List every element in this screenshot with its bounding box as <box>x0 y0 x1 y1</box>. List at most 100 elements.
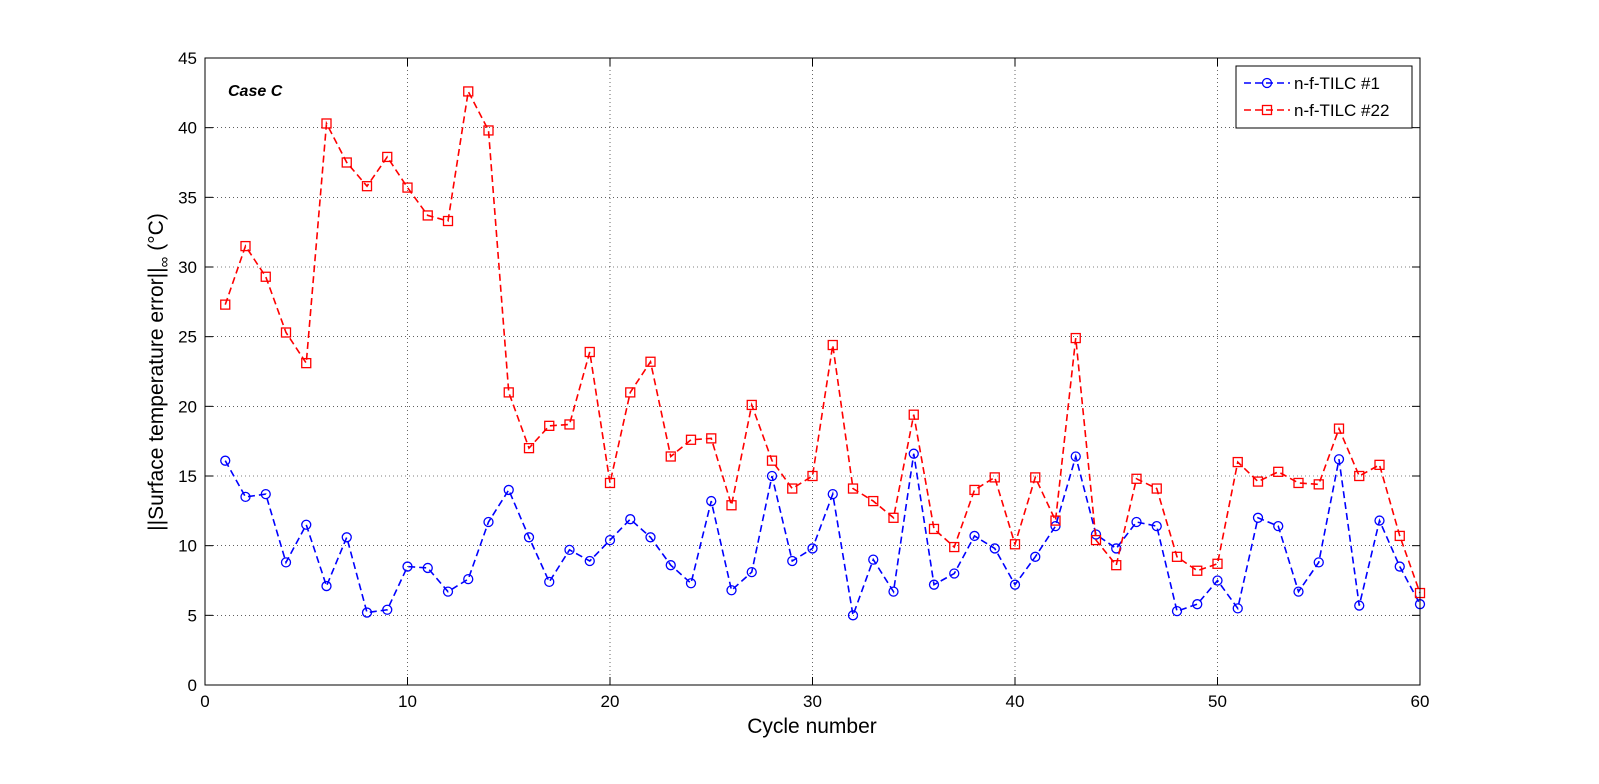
data-point <box>544 420 555 431</box>
data-point <box>483 125 494 136</box>
y-tick-label: 45 <box>178 49 197 68</box>
data-point <box>523 532 535 543</box>
data-point <box>220 455 231 466</box>
data-point <box>888 586 899 597</box>
legend-box <box>1235 65 1413 129</box>
data-point <box>645 532 656 543</box>
data-point <box>969 530 980 542</box>
data-point <box>1070 332 1081 344</box>
data-point <box>685 578 697 589</box>
data-point <box>706 433 717 444</box>
data-point <box>969 484 980 496</box>
data-point <box>989 472 1000 483</box>
data-point <box>1111 560 1122 571</box>
data-point <box>807 470 818 482</box>
x-tick-label: 60 <box>1411 692 1430 711</box>
data-point <box>908 448 919 459</box>
data-point <box>280 557 292 568</box>
data-point <box>1070 451 1081 462</box>
data-point <box>827 339 838 351</box>
legend: n-f-TILC #1 n-f-TILC #22 <box>1235 65 1413 129</box>
data-point <box>625 387 636 398</box>
data-point <box>928 579 940 590</box>
data-point <box>1252 512 1264 523</box>
data-point <box>746 399 757 411</box>
data-point <box>442 215 454 227</box>
data-point <box>1030 551 1041 562</box>
data-point <box>503 484 514 496</box>
y-tick-label: 30 <box>178 258 197 277</box>
data-point <box>1090 534 1102 546</box>
data-point <box>361 181 373 192</box>
data-point <box>1192 599 1203 610</box>
data-point <box>949 541 960 553</box>
data-point <box>503 387 514 398</box>
data-point <box>1009 579 1021 590</box>
annotation-case: Case C <box>228 83 283 100</box>
data-point <box>240 491 251 503</box>
data-point <box>685 434 697 445</box>
data-point <box>1212 558 1223 569</box>
data-point <box>1313 479 1324 490</box>
data-point <box>827 488 838 500</box>
data-point <box>1212 575 1223 586</box>
data-point <box>1131 473 1142 484</box>
data-point <box>1192 565 1203 576</box>
data-point <box>645 356 656 367</box>
data-point <box>422 210 433 221</box>
data-point <box>787 555 798 567</box>
data-point <box>1333 454 1345 465</box>
legend-label-series-1: n-f-TILC #1 <box>1294 74 1380 93</box>
data-point <box>868 554 879 565</box>
y-axis-label-main: ||Surface temperature error|| <box>145 267 168 530</box>
data-point <box>726 585 737 596</box>
axis-ticks: 0 10 20 30 40 50 60 0 5 10 15 20 25 30 35 40 45 <box>178 49 1429 711</box>
data-point <box>523 442 535 454</box>
data-point <box>564 544 575 555</box>
data-point <box>341 157 352 168</box>
data-point <box>220 299 231 310</box>
data-point <box>1171 551 1183 562</box>
data-point <box>746 566 757 578</box>
legend-label-series-2: n-f-TILC #22 <box>1294 101 1389 120</box>
y-tick-label: 35 <box>178 188 197 207</box>
grid <box>205 58 1420 685</box>
legend-marker-series-1 <box>1261 77 1273 89</box>
data-point <box>463 573 474 585</box>
x-axis-label: Cycle number <box>747 715 877 738</box>
data-point <box>1090 529 1102 540</box>
data-point <box>1374 515 1385 526</box>
data-point <box>1151 521 1162 532</box>
data-point <box>1273 466 1284 477</box>
y-tick-label: 25 <box>178 328 197 347</box>
data-point <box>260 271 271 282</box>
data-point <box>584 346 595 358</box>
y-tick-label: 10 <box>178 537 197 556</box>
data-point <box>604 534 616 546</box>
data-point <box>1354 470 1365 482</box>
data-point <box>908 409 919 420</box>
data-point <box>625 514 636 525</box>
data-point <box>888 512 899 523</box>
legend-marker-series-2 <box>1261 104 1273 116</box>
data-point <box>301 519 312 530</box>
y-axis-label: ||Surface temperature error||∞ (°C) <box>145 213 173 531</box>
series-layer <box>220 86 1426 621</box>
y-tick-label: 5 <box>188 606 197 625</box>
data-point <box>604 477 616 489</box>
data-point <box>422 562 433 574</box>
data-point <box>766 470 778 482</box>
data-point <box>847 483 859 494</box>
data-point <box>1009 539 1021 550</box>
data-point <box>1354 600 1365 611</box>
x-tick-label: 20 <box>601 692 620 711</box>
data-point <box>402 182 413 193</box>
series-2 <box>220 86 1426 599</box>
data-point <box>665 560 676 571</box>
data-point <box>1394 530 1405 542</box>
x-tick-label: 40 <box>1006 692 1025 711</box>
data-point <box>483 516 494 528</box>
data-point <box>1252 476 1264 487</box>
data-point <box>1293 586 1304 597</box>
